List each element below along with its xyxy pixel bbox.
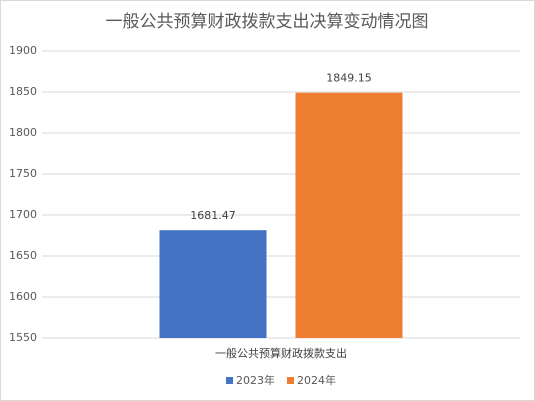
y-tick-label: 1750 — [9, 167, 37, 180]
data-label: 1849.15 — [326, 72, 372, 85]
chart-title: 一般公共预算财政拨款支出决算变动情况图 — [106, 12, 429, 32]
x-tick-label: 一般公共预算财政拨款支出 — [215, 346, 347, 360]
data-label: 1681.47 — [190, 209, 236, 222]
legend-swatch — [226, 377, 233, 384]
legend-label: 2023年 — [236, 373, 275, 387]
y-tick-label: 1850 — [9, 85, 37, 98]
bar — [295, 92, 403, 339]
y-tick-label: 1700 — [9, 208, 37, 221]
y-tick-label: 1650 — [9, 249, 37, 262]
legend-swatch — [287, 377, 294, 384]
y-tick-label: 1600 — [9, 290, 37, 303]
y-tick-label: 1550 — [9, 331, 37, 344]
y-tick-label: 1800 — [9, 126, 37, 139]
y-tick-label: 1900 — [9, 44, 37, 57]
legend-label: 2024年 — [297, 373, 336, 387]
bar — [159, 230, 267, 338]
